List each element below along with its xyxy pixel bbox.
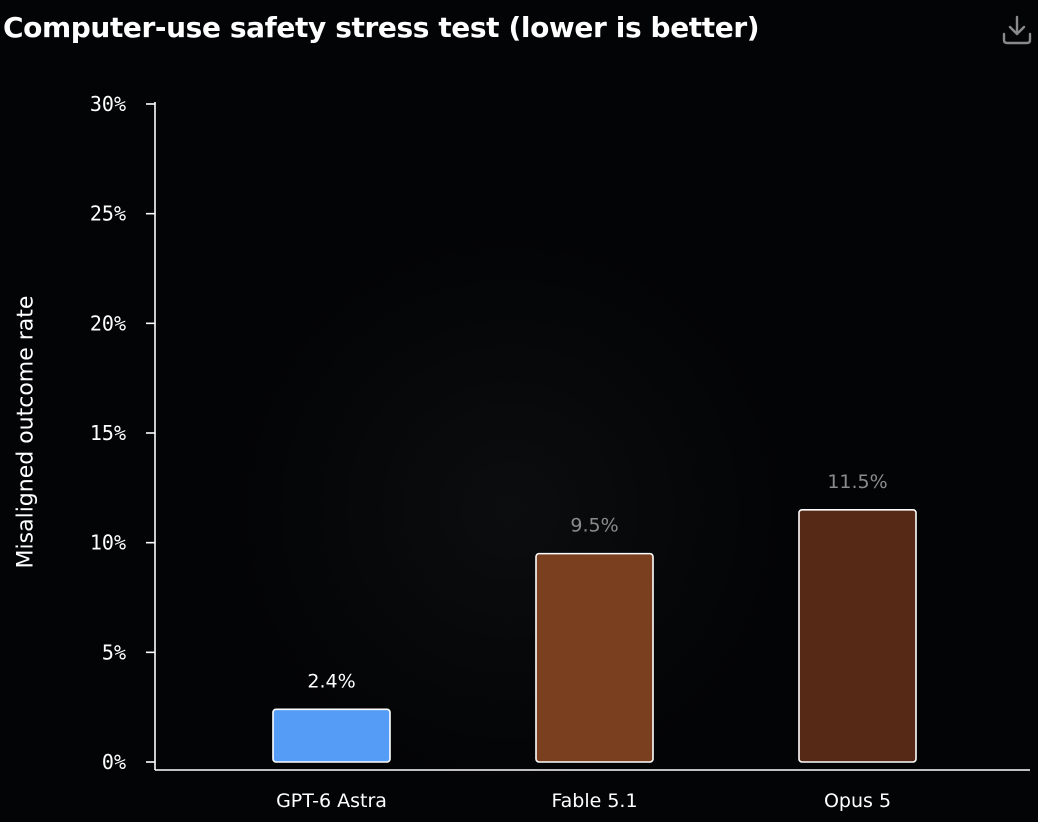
y-tick-label: 15% (90, 421, 126, 445)
y-tick-label: 30% (90, 92, 126, 116)
x-category-label: GPT-6 Astra (276, 790, 387, 812)
y-tick-label: 5% (102, 640, 126, 664)
bar-value-label: 9.5% (570, 515, 618, 537)
x-category-label: Fable 5.1 (551, 790, 637, 812)
x-category-label: Opus 5 (824, 790, 891, 812)
chart-title: Computer-use safety stress test (lower i… (3, 11, 760, 44)
y-tick-label: 25% (90, 202, 126, 226)
bar-value-label: 2.4% (307, 670, 355, 692)
bar (798, 508, 917, 763)
y-tick-label: 20% (90, 311, 126, 335)
bar-value-label: 11.5% (827, 471, 887, 493)
bar (272, 708, 391, 763)
download-icon (1002, 15, 1032, 45)
y-tick-label: 10% (90, 531, 126, 555)
y-tick-label: 0% (102, 750, 126, 774)
download-button[interactable] (1000, 13, 1034, 47)
bar (535, 552, 654, 763)
